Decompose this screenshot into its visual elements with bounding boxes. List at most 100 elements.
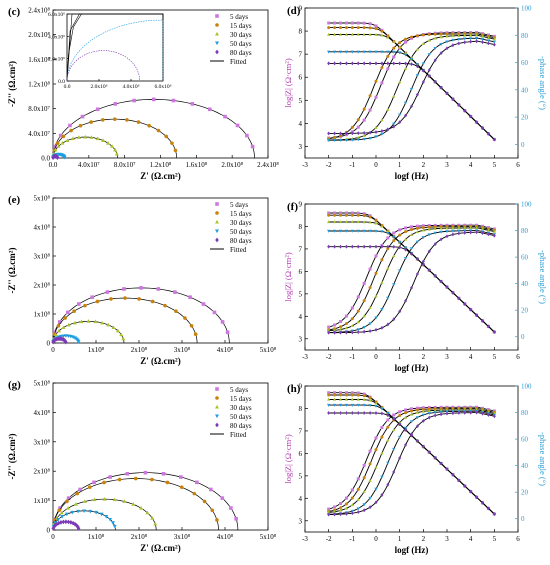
data-point: [99, 512, 104, 517]
phase-point: [403, 415, 408, 419]
phase-point: [398, 120, 402, 125]
modulus-point: [415, 257, 419, 262]
inset-y-tick-label: 6.0x10⁶: [48, 12, 65, 18]
phase-point: [480, 38, 485, 42]
phase-point: [410, 35, 413, 39]
phase-point: [445, 411, 449, 416]
phase-point: [486, 41, 490, 46]
y-tick-label: 0: [47, 340, 51, 348]
modulus-point: [350, 21, 354, 25]
phase-point: [421, 228, 425, 232]
phase-point: [350, 503, 354, 507]
data-point: [170, 141, 174, 145]
series-5-days: [52, 470, 239, 531]
modulus-point: [350, 50, 354, 54]
modulus-point: [350, 397, 354, 401]
phase-point: [403, 66, 408, 70]
x-tick-label: 4x10⁸: [217, 346, 234, 354]
data-point: [64, 519, 68, 525]
modulus-point: [374, 221, 378, 225]
phase-point: [350, 125, 354, 129]
modulus-point: [421, 262, 425, 267]
phase-point: [392, 254, 396, 258]
modulus-point: [332, 229, 337, 233]
data-point: [73, 336, 78, 341]
modulus-point: [433, 79, 437, 84]
modulus-point: [344, 61, 348, 66]
phase-point: [374, 465, 378, 469]
modulus-point: [339, 211, 342, 215]
modulus-point: [327, 403, 331, 407]
data-point: [73, 502, 78, 506]
phase-point: [338, 138, 343, 142]
data-point: [80, 114, 85, 119]
x-tick-label: 5x10⁸: [260, 346, 277, 354]
phase-point: [427, 68, 431, 73]
data-point: [207, 107, 212, 112]
data-point: [52, 330, 57, 335]
modulus-point: [380, 230, 384, 234]
data-point: [83, 303, 87, 308]
modulus-point: [486, 506, 490, 511]
modulus-point: [368, 26, 372, 30]
data-point: [53, 521, 58, 525]
data-point: [102, 480, 106, 485]
phase-point: [445, 230, 449, 234]
inset-curve: [66, 13, 164, 82]
phase-point: [362, 118, 366, 122]
modulus-point: [374, 244, 378, 249]
modulus-point: [451, 290, 455, 295]
modulus-point: [350, 403, 354, 407]
modulus-point: [327, 21, 331, 25]
phase-point: [368, 94, 372, 98]
phase-point: [404, 408, 408, 412]
data-point: [61, 334, 66, 339]
phase-point: [339, 325, 342, 329]
modulus-point: [368, 396, 372, 400]
modulus-point: [327, 220, 331, 224]
modulus-point: [356, 393, 360, 397]
phase-point: [374, 316, 378, 320]
data-point: [163, 303, 167, 308]
y-tick-label: 1x10⁸: [34, 497, 51, 505]
modulus-point: [362, 61, 366, 66]
modulus-point: [338, 50, 343, 54]
phase-point: [421, 42, 425, 46]
phase-point: [392, 94, 396, 98]
y-tick-label: 6: [299, 74, 303, 82]
modulus-point: [392, 417, 396, 422]
modulus-point: [362, 50, 366, 54]
phase-point: [404, 226, 408, 230]
y-tick-label: 4x10⁸: [34, 409, 51, 417]
modulus-point: [427, 74, 431, 79]
data-point: [245, 133, 249, 138]
phase-point: [380, 451, 384, 455]
phase-point: [374, 500, 378, 505]
modulus-point: [398, 422, 402, 427]
phase-point: [457, 229, 461, 233]
phase-point: [421, 409, 425, 413]
phase-point: [362, 299, 366, 303]
phase-point: [386, 54, 390, 58]
phase-point: [356, 309, 360, 313]
modulus-point: [380, 33, 384, 37]
x-tick-label: 3: [445, 535, 449, 543]
modulus-point: [327, 411, 331, 415]
y2-tick-label: 80: [521, 409, 529, 417]
modulus-point: [368, 411, 372, 415]
x-tick-label: 5: [493, 353, 497, 361]
phase-point: [427, 412, 431, 416]
phase-point: [386, 438, 390, 442]
data-point: [212, 310, 217, 315]
y-tick-label: 3: [299, 517, 303, 525]
phase-point: [374, 135, 378, 139]
series-80-days: [51, 519, 81, 531]
y-tick-label: 1.6x10⁸: [28, 56, 50, 64]
phase-point: [445, 46, 449, 51]
phase-point: [433, 408, 437, 412]
phase-point: [433, 242, 437, 247]
data-point: [101, 138, 106, 143]
data-point: [76, 524, 80, 530]
phase-point: [374, 327, 378, 332]
